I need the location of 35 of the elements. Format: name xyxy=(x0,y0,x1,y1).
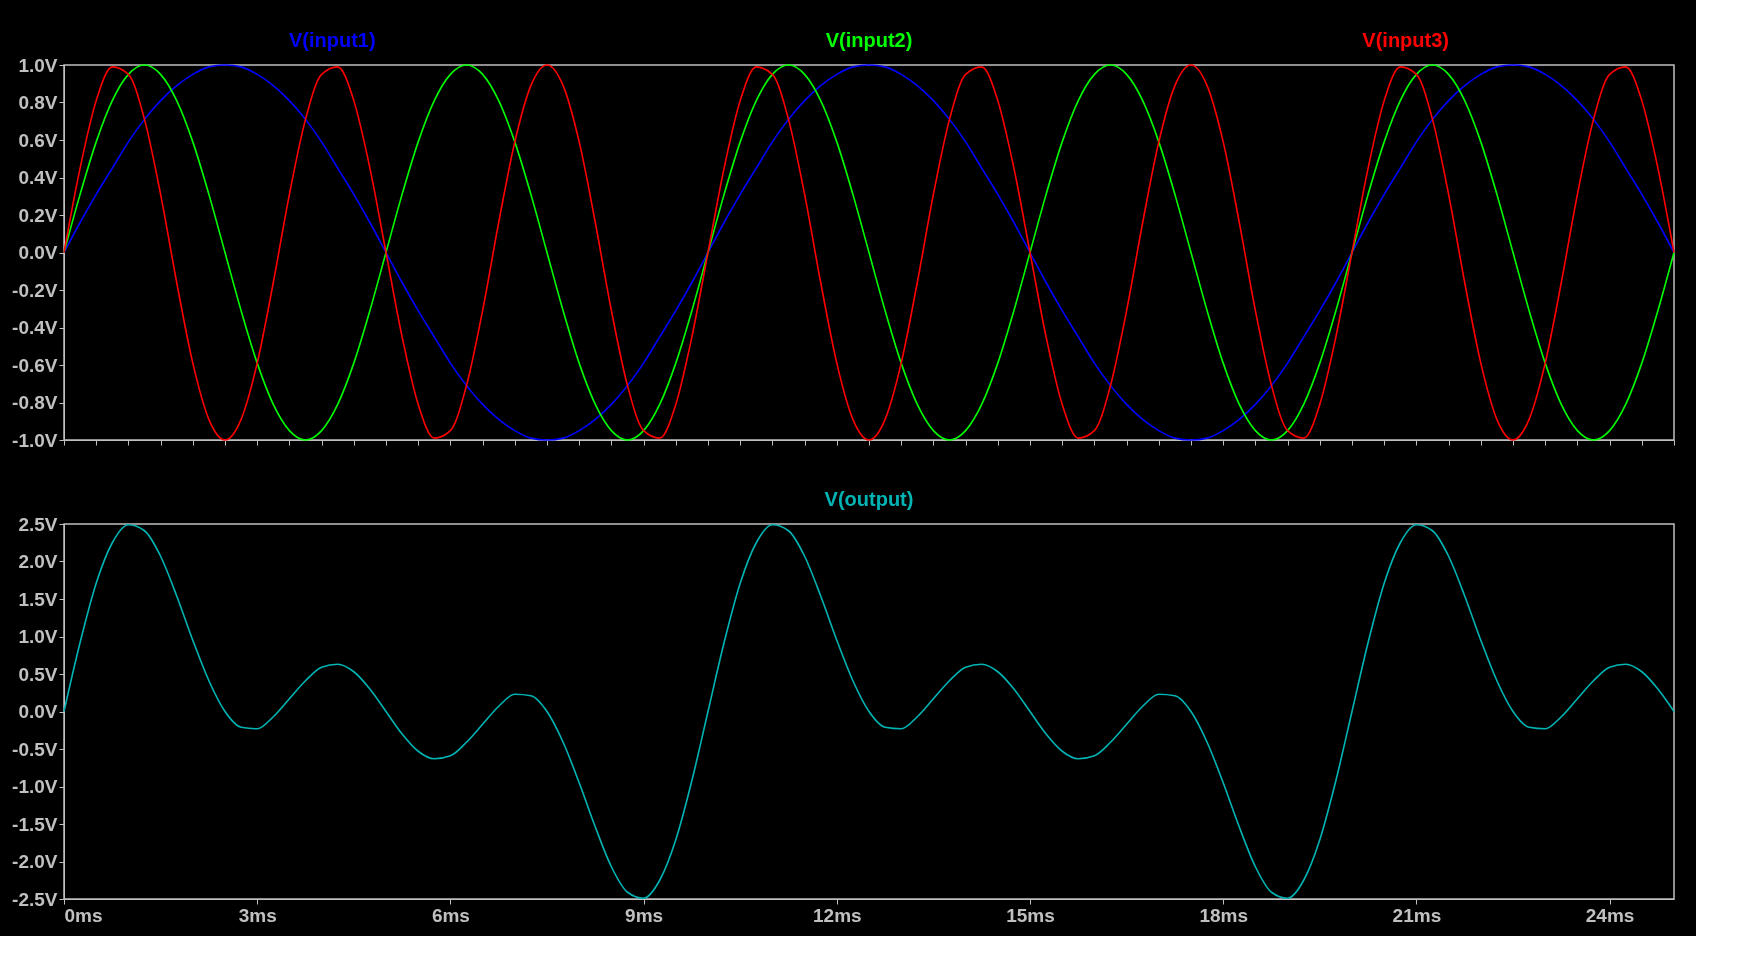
y-tick-label: -0.2V xyxy=(12,279,58,301)
y-tick-label: 0.0V xyxy=(18,242,58,263)
x-tick-label: 15ms xyxy=(1006,904,1055,926)
y-tick-label: -0.5V xyxy=(12,738,58,760)
y-tick-label: -2.0V xyxy=(12,851,58,872)
y-tick-label: 2.0V xyxy=(18,551,58,572)
series-label: V(input2) xyxy=(825,29,913,51)
x-tick-label: 6ms xyxy=(431,904,470,926)
y-tick-label: -0.8V xyxy=(12,392,58,413)
y-tick-label: 0.0V xyxy=(18,701,58,722)
y-tick-label: -1.0V xyxy=(12,429,58,451)
x-tick-label: 24ms xyxy=(1585,904,1635,926)
y-tick-label: 1.0V xyxy=(18,54,58,76)
series-label: V(input3) xyxy=(1362,29,1449,51)
x-tick-label: 9ms xyxy=(625,904,664,926)
y-tick-label: -2.5V xyxy=(12,888,58,910)
y-tick-label: 0.6V xyxy=(18,129,58,151)
x-tick-label: 21ms xyxy=(1392,904,1442,926)
x-tick-label: 12ms xyxy=(813,904,862,926)
y-tick-label: -1.0V xyxy=(12,776,58,797)
y-tick-label: 2.5V xyxy=(18,513,58,535)
x-tick-label: 18ms xyxy=(1199,904,1248,926)
y-tick-label: 0.8V xyxy=(18,92,58,113)
y-tick-label: 0.2V xyxy=(18,204,58,226)
y-tick-label: 1.5V xyxy=(18,588,58,610)
text: V(output) xyxy=(824,488,914,510)
y-tick-label: 0.5V xyxy=(18,663,58,685)
x-tick-label: 0ms xyxy=(64,904,103,926)
x-tick-label: 3ms xyxy=(238,904,277,926)
y-tick-label: 0.4V xyxy=(18,167,58,188)
y-tick-label: 1.0V xyxy=(18,626,58,647)
series-label: V(input1) xyxy=(289,29,376,51)
y-tick-label: -0.4V xyxy=(12,317,58,338)
y-tick-label: -1.5V xyxy=(12,813,58,835)
y-tick-label: -0.6V xyxy=(12,354,58,376)
